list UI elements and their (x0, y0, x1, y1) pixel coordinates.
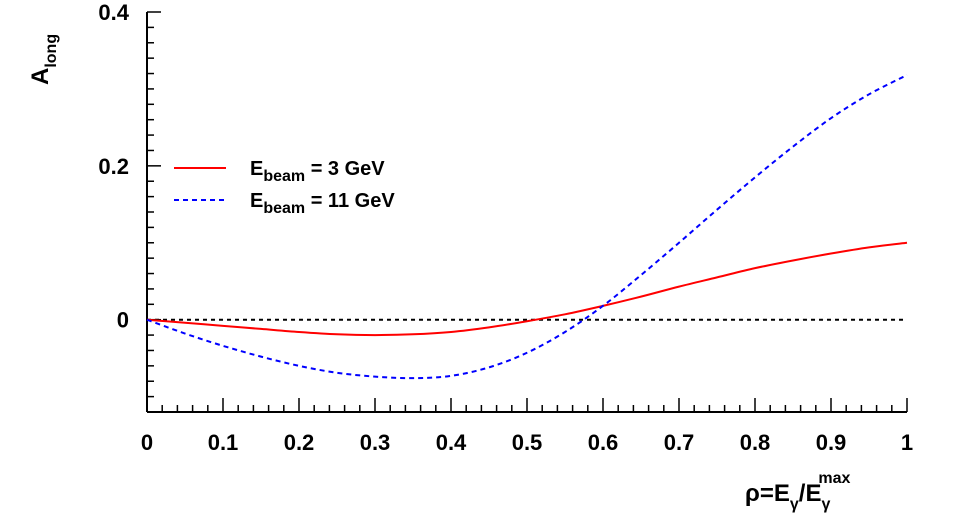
x-tick-label: 0 (141, 430, 153, 455)
x-axis-title: ρ=Eγ/Eγmax (745, 470, 851, 513)
x-axis-ticks (146, 398, 908, 412)
x-tick-label: 0.3 (360, 430, 391, 455)
y-tick-label: 0 (117, 308, 129, 333)
x-tick-label: 0.4 (436, 430, 467, 455)
x-tick-label: 0.1 (208, 430, 239, 455)
x-axis-tick-labels: 0 0.1 0.2 0.3 0.4 0.5 0.6 0.7 0.8 0.9 1 (141, 430, 913, 455)
x-tick-label: 0.2 (284, 430, 315, 455)
legend-label-3gev: Ebeam = 3 GeV (250, 158, 385, 185)
legend-label-11gev: Ebeam = 11 GeV (250, 190, 395, 217)
x-tick-label: 0.7 (664, 430, 695, 455)
x-tick-label: 0.5 (512, 430, 543, 455)
y-tick-label: 0.2 (98, 154, 129, 179)
x-tick-label: 0.8 (740, 430, 771, 455)
y-axis-title: Along (27, 34, 60, 85)
series-layer (146, 74, 908, 380)
y-axis-tick-labels: 0 0.2 0.4 (98, 0, 129, 333)
series-line-3gev (146, 241, 908, 337)
x-tick-label: 1 (901, 430, 913, 455)
legend: Ebeam = 3 GeV Ebeam = 11 GeV (174, 158, 395, 217)
x-tick-label: 0.6 (588, 430, 619, 455)
x-tick-label: 0.9 (816, 430, 847, 455)
y-tick-label: 0.4 (98, 0, 129, 25)
y-axis-ticks (147, 11, 161, 413)
series-line-11gev (146, 74, 908, 380)
